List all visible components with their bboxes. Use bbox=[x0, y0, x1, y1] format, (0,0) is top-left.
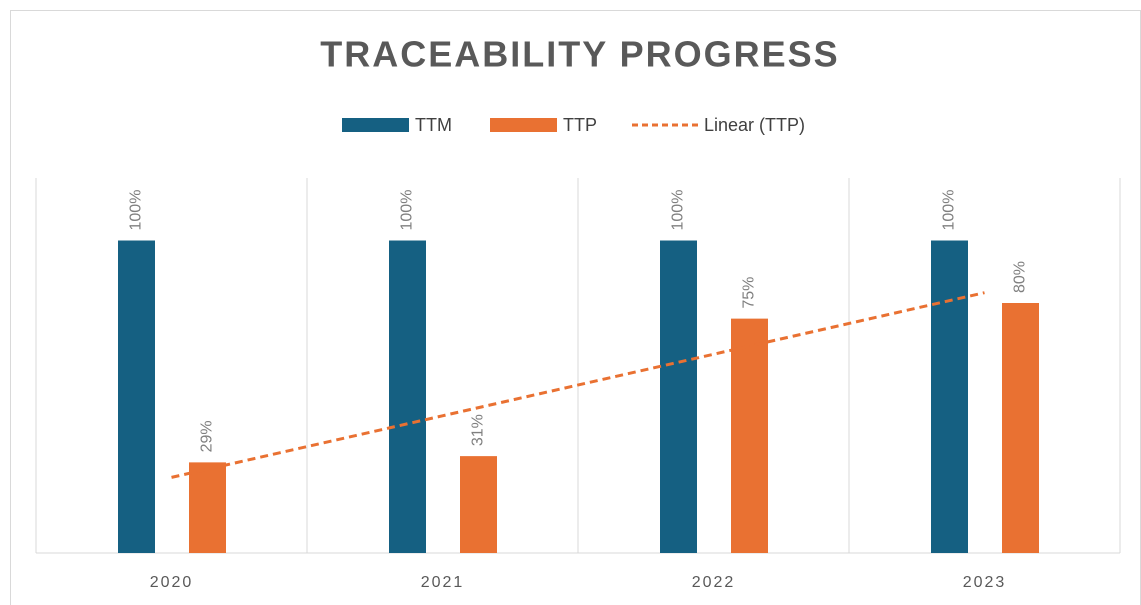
data-label: 31% bbox=[470, 414, 487, 446]
trendline bbox=[171, 291, 985, 479]
data-label: 29% bbox=[199, 420, 216, 452]
legend-label: TTP bbox=[563, 115, 597, 135]
chart-border bbox=[10, 10, 1141, 605]
bar bbox=[731, 318, 768, 553]
bar bbox=[118, 240, 155, 553]
legend-swatch bbox=[342, 118, 409, 132]
bar bbox=[389, 240, 426, 553]
x-tick-label: 2021 bbox=[421, 574, 465, 591]
bar bbox=[460, 456, 497, 553]
data-label: 100% bbox=[670, 190, 687, 231]
bar bbox=[931, 240, 968, 553]
data-label: 80% bbox=[1012, 261, 1029, 293]
chart-title: TRACEABILITY PROGRESS bbox=[320, 34, 839, 75]
bar bbox=[660, 240, 697, 553]
data-label: 100% bbox=[399, 190, 416, 231]
x-tick-label: 2022 bbox=[692, 574, 736, 591]
bar bbox=[1002, 303, 1039, 553]
x-tick-label: 2020 bbox=[150, 574, 194, 591]
data-label: 100% bbox=[941, 190, 958, 231]
data-label: 100% bbox=[128, 190, 145, 231]
legend-swatch bbox=[490, 118, 557, 132]
legend-label: TTM bbox=[415, 115, 452, 135]
bar bbox=[189, 462, 226, 553]
data-label: 75% bbox=[741, 277, 758, 309]
x-tick-label: 2023 bbox=[963, 574, 1007, 591]
legend-label: Linear (TTP) bbox=[704, 115, 805, 135]
